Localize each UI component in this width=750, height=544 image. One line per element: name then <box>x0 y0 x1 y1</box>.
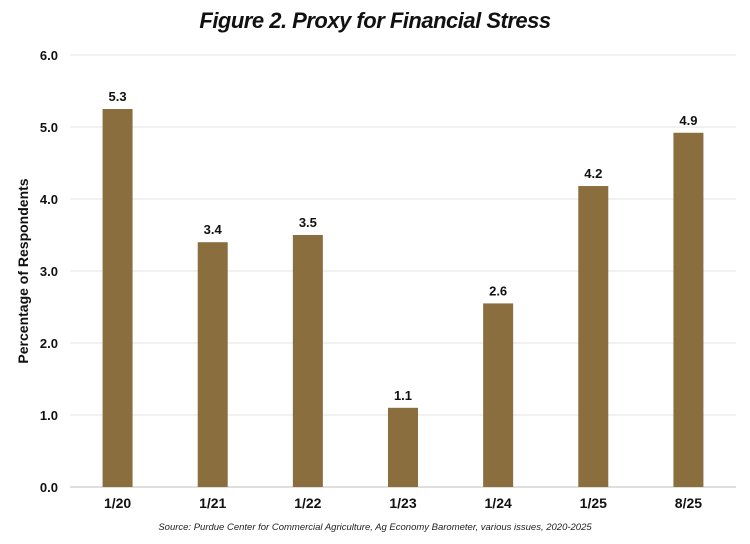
data-label: 5.3 <box>109 89 127 104</box>
bar <box>673 132 704 487</box>
y-axis-label: Percentage of Respondents <box>15 178 31 363</box>
bar <box>578 186 609 488</box>
bar <box>483 303 514 487</box>
data-label: 3.5 <box>299 215 317 230</box>
chart-title: Figure 2. Proxy for Financial Stress <box>199 8 551 33</box>
x-tick-label: 1/20 <box>104 495 131 511</box>
x-tick-label: 1/25 <box>580 495 607 511</box>
data-label: 4.9 <box>679 113 697 128</box>
bar <box>292 235 323 487</box>
x-tick-label: 1/22 <box>294 495 321 511</box>
chart-source: Source: Purdue Center for Commercial Agr… <box>158 522 592 533</box>
data-label: 3.4 <box>204 222 223 237</box>
x-tick-label: 1/21 <box>199 495 226 511</box>
y-tick-label: 2.0 <box>40 336 58 351</box>
x-tick-label: 8/25 <box>675 495 702 511</box>
y-tick-label: 0.0 <box>40 480 58 495</box>
y-tick-label: 1.0 <box>40 408 58 423</box>
data-label: 2.6 <box>489 283 507 298</box>
data-label: 4.2 <box>584 166 602 181</box>
x-tick-label: 1/23 <box>389 495 416 511</box>
data-label: 1.1 <box>394 388 412 403</box>
x-tick-label: 1/24 <box>485 495 512 511</box>
bar <box>197 242 228 487</box>
bar <box>102 109 133 487</box>
y-tick-label: 4.0 <box>40 192 58 207</box>
y-tick-label: 5.0 <box>40 120 58 135</box>
bar <box>388 407 418 487</box>
y-tick-label: 6.0 <box>40 48 58 63</box>
y-tick-label: 3.0 <box>40 264 58 279</box>
